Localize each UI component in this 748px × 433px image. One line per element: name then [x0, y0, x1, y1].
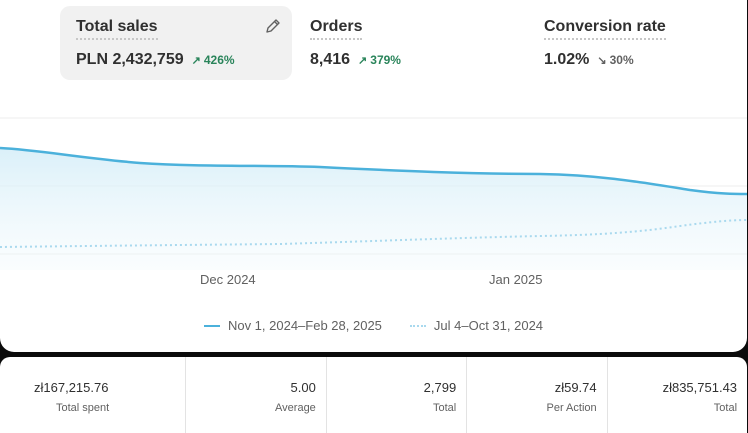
stat-total-spent: zł167,215.76 Total spent — [0, 357, 187, 433]
metric-total-sales[interactable]: Total sales PLN 2,432,759 ↗ 426% — [60, 6, 292, 80]
arrow-up-right-icon: ↗ — [358, 54, 368, 67]
dotted-line-swatch — [409, 324, 426, 327]
x-tick-label: Jan 2025 — [489, 272, 543, 287]
stats-summary-bar: zł167,215.76 Total spent 5.00 Average 2,… — [0, 357, 747, 433]
trend-badge: ↘ 30% — [597, 53, 633, 67]
chart-legend: Nov 1, 2024–Feb 28, 2025 Jul 4–Oct 31, 2… — [0, 318, 747, 333]
stat-value: 2,799 — [423, 380, 457, 395]
stat-value: zł167,215.76 — [34, 380, 109, 395]
legend-item-previous[interactable]: Jul 4–Oct 31, 2024 — [409, 318, 544, 333]
stat-value: zł835,751.43 — [662, 380, 738, 395]
metric-value: PLN 2,432,759 — [76, 51, 184, 68]
legend-label: Jul 4–Oct 31, 2024 — [433, 318, 544, 333]
stat-label: Total spent — [56, 402, 110, 414]
sales-overview-card: Total sales PLN 2,432,759 ↗ 426% Orders … — [0, 0, 747, 352]
stat-value: zł59.74 — [554, 380, 597, 395]
metric-label: Total sales — [76, 18, 158, 40]
stat-label: Total — [432, 402, 457, 414]
sales-line-chart[interactable] — [0, 110, 747, 270]
stat-total-value: zł835,751.43 Total — [608, 357, 747, 433]
x-tick-label: Dec 2024 — [200, 272, 256, 287]
solid-line-swatch — [203, 324, 220, 327]
metric-conversion-rate[interactable]: Conversion rate 1.02% ↘ 30% — [532, 6, 732, 80]
legend-item-current[interactable]: Nov 1, 2024–Feb 28, 2025 — [203, 318, 382, 333]
metric-label: Conversion rate — [544, 18, 666, 40]
stat-label: Total — [713, 402, 738, 414]
metric-value: 8,416 — [310, 51, 351, 68]
delta-value: 426% — [203, 53, 235, 67]
stat-label: Average — [275, 402, 316, 414]
stat-per-action: zł59.74 Per Action — [467, 357, 608, 433]
trend-badge: ↗ 379% — [358, 53, 401, 67]
current-series-line — [0, 146, 747, 196]
stat-average: 5.00 Average — [186, 357, 327, 433]
metric-value: 1.02% — [544, 51, 590, 68]
previous-series-line — [0, 219, 747, 248]
current-series-area — [0, 148, 747, 270]
stat-value: 5.00 — [290, 380, 316, 395]
arrow-up-right-icon: ↗ — [191, 54, 201, 67]
stat-label: Per Action — [546, 402, 597, 414]
trend-badge: ↗ 426% — [192, 53, 235, 67]
pencil-icon[interactable] — [264, 17, 282, 35]
delta-value: 30% — [609, 53, 634, 67]
arrow-down-right-icon: ↘ — [597, 54, 607, 67]
metric-orders[interactable]: Orders 8,416 ↗ 379% — [298, 6, 498, 80]
legend-label: Nov 1, 2024–Feb 28, 2025 — [227, 318, 382, 333]
delta-value: 379% — [370, 53, 401, 67]
stat-total: 2,799 Total — [327, 357, 468, 433]
metric-label: Orders — [310, 18, 363, 40]
